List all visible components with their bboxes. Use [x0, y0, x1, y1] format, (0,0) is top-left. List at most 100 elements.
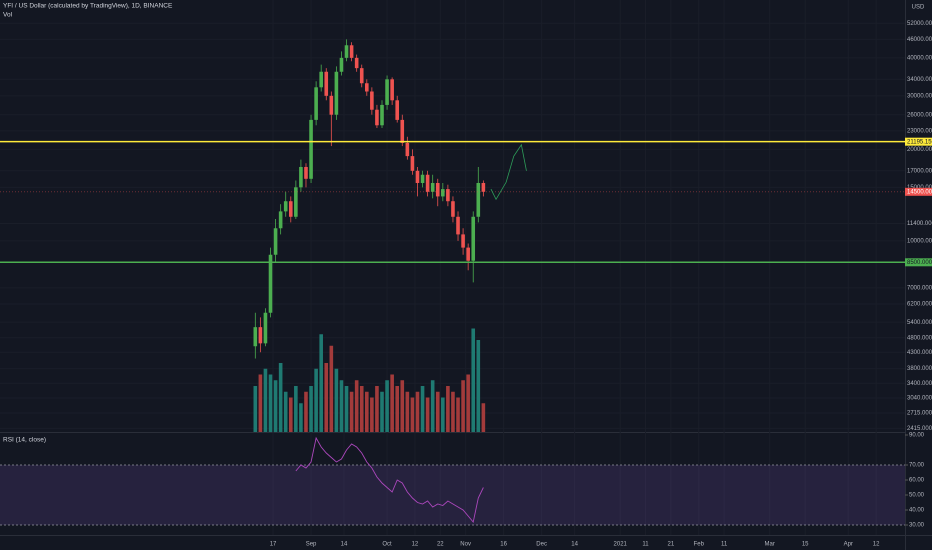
candle-body — [334, 71, 339, 115]
x-tick-label: Feb — [694, 542, 705, 548]
volume-bar — [294, 386, 298, 432]
volume-bar — [334, 368, 339, 432]
last-price-tag — [905, 187, 932, 196]
volume-bar — [273, 380, 278, 432]
candle-body — [390, 79, 394, 101]
y-tick-label: 5400.0000 — [907, 320, 932, 326]
candle-body — [471, 216, 476, 261]
volume-bar — [400, 380, 405, 432]
y-tick-label: 30000.0000 — [907, 93, 932, 99]
x-tick-label: 22 — [437, 542, 444, 548]
y-tick-label: 40000.0000 — [907, 55, 932, 61]
volume-bar — [461, 380, 465, 432]
x-tick-label: 14 — [341, 542, 348, 548]
candle-body — [268, 254, 273, 313]
candle-body — [278, 211, 283, 229]
volume-bar — [390, 374, 394, 432]
candle-body — [370, 91, 374, 110]
y-tick-label: 23000.0000 — [907, 128, 932, 134]
candle-body — [365, 83, 369, 92]
x-tick-label: 12 — [873, 542, 880, 548]
volume-bar — [253, 386, 258, 432]
candle-body — [435, 182, 440, 197]
projection-line — [490, 143, 527, 201]
volume-bar — [380, 391, 384, 432]
candle-body — [309, 119, 313, 179]
rsi-band — [0, 465, 905, 525]
last-price-label: 14500.0000 — [907, 189, 932, 195]
volume-bar — [263, 368, 268, 432]
candle-body — [354, 57, 359, 69]
candle-body — [263, 312, 268, 344]
volume-bar — [359, 386, 364, 432]
x-tick-label: 21 — [668, 542, 675, 548]
candle-body — [400, 119, 405, 143]
candle-body — [476, 182, 481, 217]
candle-body — [420, 174, 425, 183]
volume-bar — [258, 374, 263, 432]
level-label: 21195.1500 — [907, 139, 932, 145]
y-tick-label: 20000.0000 — [907, 147, 932, 153]
volume-bar — [299, 403, 303, 432]
volume-bar — [268, 374, 273, 432]
candle-body — [375, 109, 379, 126]
candle-body — [288, 201, 293, 217]
volume-bar — [410, 397, 415, 432]
y-tick-label: 2415.0000 — [907, 426, 932, 432]
volume-bar — [314, 368, 318, 432]
volume-bar — [385, 380, 389, 432]
candle-body — [304, 166, 308, 179]
candle-body — [410, 156, 415, 171]
volume-bar — [451, 391, 455, 432]
x-tick-label: Apr — [844, 542, 853, 548]
y-tick-label: 10000.0000 — [907, 238, 932, 244]
candle-body — [314, 87, 318, 120]
volume-bar — [324, 363, 329, 432]
volume-bar — [456, 397, 460, 432]
x-tick-label: 15 — [802, 542, 809, 548]
volume-bar — [288, 397, 293, 432]
candle-body — [385, 79, 389, 105]
y-tick-label: 3040.0000 — [907, 396, 932, 402]
candle-body — [405, 142, 410, 157]
candle-body — [395, 100, 400, 120]
candle-body — [283, 201, 288, 212]
x-tick-label: Sep — [306, 542, 317, 548]
rsi-line — [295, 436, 484, 523]
candle-body — [481, 182, 486, 192]
volume-bar — [375, 386, 379, 432]
y-tick-label: 46000.0000 — [907, 37, 932, 43]
candle-body — [430, 182, 435, 192]
candle-body — [299, 166, 303, 188]
level-tag — [905, 258, 932, 267]
volume-bar — [339, 380, 344, 432]
volume-bar — [278, 363, 283, 432]
candle-body — [380, 104, 384, 126]
rsi-tick-label: 40.00 — [909, 508, 925, 514]
y-tick-label: 26000.0000 — [907, 112, 932, 118]
y-tick-label: 3800.0000 — [907, 366, 932, 372]
x-tick-label: 16 — [500, 542, 507, 548]
x-tick-label: 14 — [571, 542, 578, 548]
candle-body — [344, 45, 349, 58]
volume-bar — [349, 391, 354, 432]
volume-bar — [476, 340, 481, 432]
candle-body — [273, 228, 278, 255]
candle-body — [466, 247, 470, 261]
y-tick-label: 17000.0000 — [907, 168, 932, 174]
volume-bar — [354, 380, 359, 432]
candle-body — [253, 327, 258, 347]
volume-bar — [471, 328, 476, 432]
candle-body — [446, 189, 450, 202]
y-tick-label: 6200.0000 — [907, 302, 932, 308]
rsi-tick-label: 50.00 — [909, 493, 925, 499]
candle-body — [258, 327, 263, 344]
volume-bar — [425, 397, 430, 432]
x-tick-label: 11 — [642, 542, 649, 548]
rsi-tick-label: 60.00 — [909, 478, 925, 484]
volume-bar — [365, 391, 369, 432]
volume-bar — [370, 397, 374, 432]
volume-bar — [344, 386, 349, 432]
volume-bar — [319, 334, 323, 432]
x-tick-label: Oct — [382, 542, 392, 548]
